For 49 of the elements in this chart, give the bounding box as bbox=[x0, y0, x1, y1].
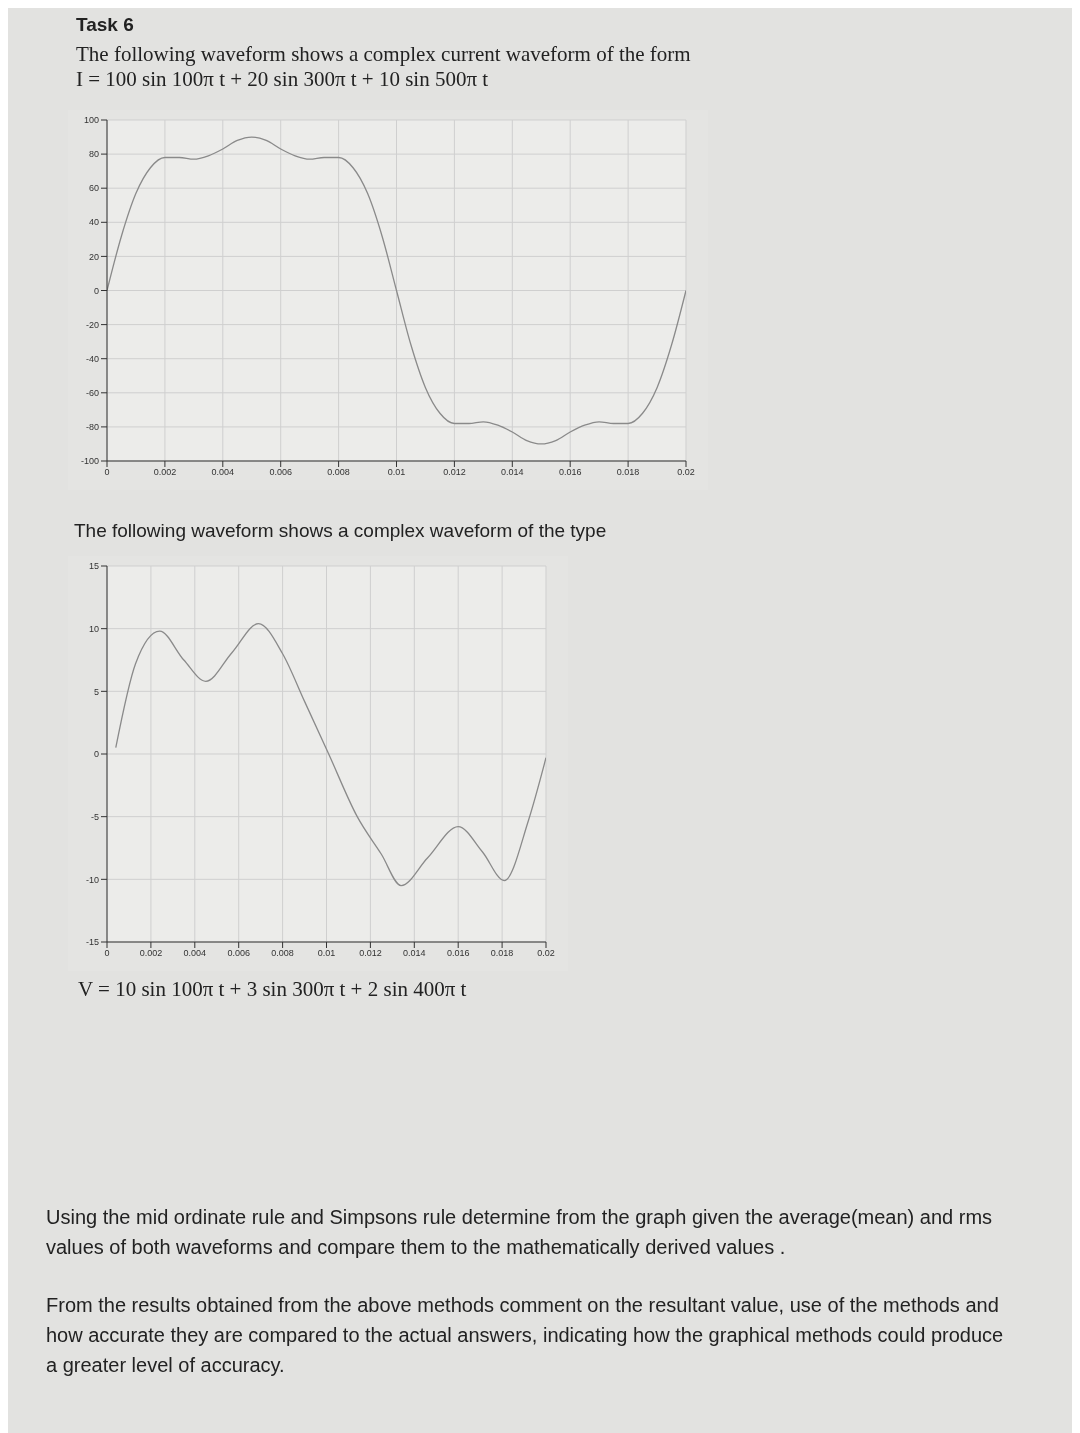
text: V = 10 sin 100π t + 3 sin 300π t + 2 sin 400π t bbox=[78, 977, 468, 1002]
y-tick-label: 5 bbox=[93, 686, 99, 697]
text: Using the mid ordinate rule and Simpsons rule determine from the graph given the average(mean) and rms values of both waveforms and compare them to the mathematically derived values . bbox=[46, 1205, 994, 1260]
y-tick-label: -10 bbox=[85, 874, 99, 885]
text: From the results obtained from the above methods comment on the resultant value, use of the methods and how accurate they are compared to the actual answers, indicating how the graphical methods could produce a greater level of accuracy. bbox=[46, 1293, 1005, 1378]
x-tick-label: 0.012 bbox=[443, 467, 466, 478]
x-tick-label: 0.01 bbox=[387, 467, 406, 478]
text: I = 100 sin 100π t + 20 sin 300π t + 10 sin 500π t bbox=[76, 67, 490, 92]
x-tick-label: 0.02 bbox=[537, 948, 555, 959]
y-tick-label: 80 bbox=[88, 149, 99, 160]
y-tick-label: 0 bbox=[93, 749, 99, 760]
y-tick-label: 40 bbox=[88, 217, 99, 228]
y-tick-label: 60 bbox=[88, 183, 99, 194]
x-tick-label: 0.006 bbox=[227, 948, 250, 959]
x-tick-label: 0.004 bbox=[211, 467, 235, 478]
x-tick-label: 0.018 bbox=[616, 467, 640, 478]
y-tick-label: -40 bbox=[85, 353, 99, 364]
y-tick-label: -15 bbox=[85, 937, 99, 948]
x-tick-label: 0.016 bbox=[446, 948, 470, 959]
x-tick-label: 0 bbox=[104, 948, 110, 959]
line-series bbox=[107, 136, 686, 445]
y-tick-label: -5 bbox=[90, 811, 99, 822]
x-tick-label: 0.008 bbox=[271, 948, 294, 959]
y-tick-label: -80 bbox=[85, 422, 99, 433]
x-tick-label: 0.02 bbox=[677, 467, 695, 478]
x-tick-label: 0 bbox=[104, 467, 110, 478]
x-tick-label: 0.014 bbox=[403, 948, 426, 959]
x-tick-label: 0.008 bbox=[327, 467, 350, 478]
chart-subtitle: The following waveform shows a complex current waveform of the form bbox=[76, 42, 692, 67]
y-tick-label: 10 bbox=[88, 623, 99, 634]
chart-title: The following waveform shows a complex waveform of the type bbox=[74, 520, 608, 542]
x-tick-label: 0.016 bbox=[558, 467, 582, 478]
y-tick-label: 15 bbox=[88, 561, 99, 572]
y-tick-label: -100 bbox=[80, 456, 99, 467]
y-tick-label: 0 bbox=[93, 285, 99, 296]
x-tick-label: 0.014 bbox=[501, 467, 524, 478]
x-tick-label: 0.004 bbox=[183, 948, 207, 959]
x-tick-label: 0.002 bbox=[153, 467, 177, 478]
y-tick-label: -20 bbox=[85, 319, 99, 330]
x-tick-label: 0.012 bbox=[359, 948, 382, 959]
x-tick-label: 0.002 bbox=[139, 948, 163, 959]
x-tick-label: 0.006 bbox=[269, 467, 292, 478]
x-tick-label: 0.018 bbox=[490, 948, 514, 959]
line-series bbox=[115, 623, 546, 887]
y-tick-label: 100 bbox=[83, 115, 99, 126]
y-tick-label: -60 bbox=[85, 387, 99, 398]
y-tick-label: 20 bbox=[88, 251, 99, 262]
chart-title: Task 6 bbox=[76, 14, 135, 36]
x-tick-label: 0.01 bbox=[317, 948, 336, 959]
